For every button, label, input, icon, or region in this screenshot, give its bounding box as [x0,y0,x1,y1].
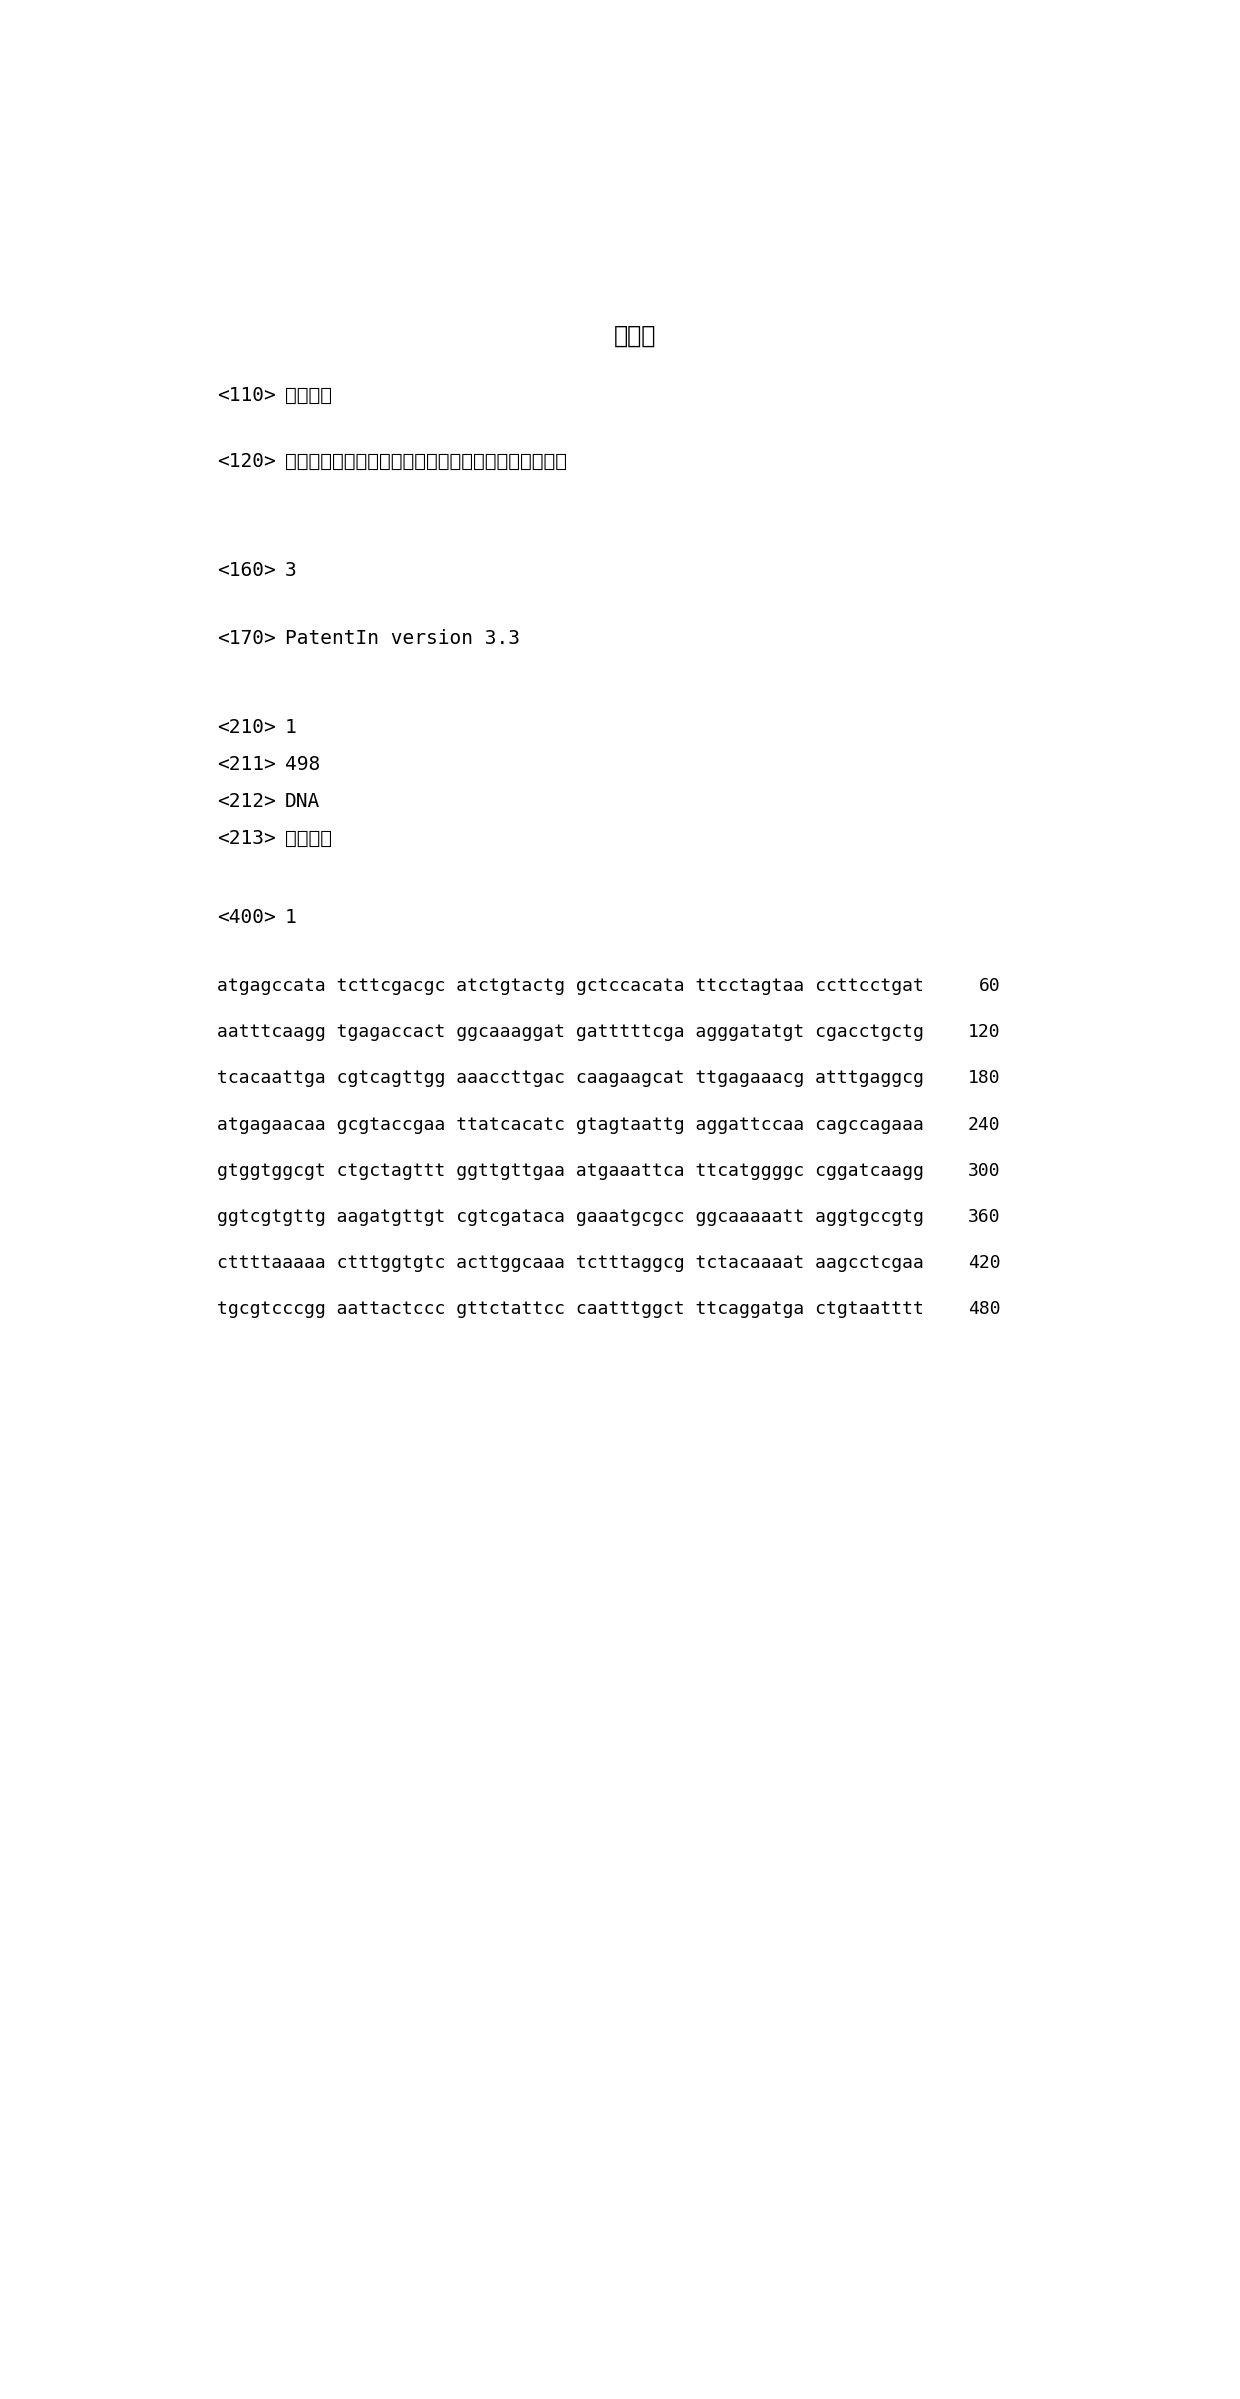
Text: <120>: <120> [217,451,277,470]
Text: 420: 420 [968,1255,1001,1271]
Text: <170>: <170> [217,629,277,648]
Text: ggtcgtgttg aagatgttgt cgtcgataca gaaatgcgcc ggcaaaaatt aggtgccgtg: ggtcgtgttg aagatgttgt cgtcgataca gaaatgc… [217,1209,924,1226]
Text: 360: 360 [968,1209,1001,1226]
Text: 一种积累乙酰氨基葡萄糖的重组枯草芽孢杆菌及其应用: 一种积累乙酰氨基葡萄糖的重组枯草芽孢杆菌及其应用 [285,451,567,470]
Text: 498: 498 [285,756,320,775]
Text: atgagccata tcttcgacgc atctgtactg gctccacata ttcctagtaa ccttcctgat: atgagccata tcttcgacgc atctgtactg gctccac… [217,976,924,996]
Text: 60: 60 [978,976,1001,996]
Text: aatttcaagg tgagaccact ggcaaaggat gatttttcga agggatatgt cgacctgctg: aatttcaagg tgagaccact ggcaaaggat gattttt… [217,1024,924,1041]
Text: 180: 180 [968,1070,1001,1087]
Text: tgcgtcccgg aattactccc gttctattcc caatttggct ttcaggatga ctgtaatttt: tgcgtcccgg aattactccc gttctattcc caatttg… [217,1300,924,1319]
Text: 240: 240 [968,1116,1001,1135]
Text: 序列表: 序列表 [614,324,657,348]
Text: <213>: <213> [217,830,277,847]
Text: 300: 300 [968,1161,1001,1180]
Text: tcacaattga cgtcagttgg aaaccttgac caagaagcat ttgagaaacg atttgaggcg: tcacaattga cgtcagttgg aaaccttgac caagaag… [217,1070,924,1087]
Text: 480: 480 [968,1300,1001,1319]
Text: 1: 1 [285,909,296,928]
Text: atgagaacaa gcgtaccgaa ttatcacatc gtagtaattg aggattccaa cagccagaaa: atgagaacaa gcgtaccgaa ttatcacatc gtagtaa… [217,1116,924,1135]
Text: cttttaaaaa ctttggtgtc acttggcaaa tctttaggcg tctacaaaat aagcctcgaa: cttttaaaaa ctttggtgtc acttggcaaa tctttag… [217,1255,924,1271]
Text: 1: 1 [285,717,296,736]
Text: DNA: DNA [285,792,320,811]
Text: <212>: <212> [217,792,277,811]
Text: 人工序列: 人工序列 [285,830,332,847]
Text: <211>: <211> [217,756,277,775]
Text: <110>: <110> [217,386,277,405]
Text: 江南大学: 江南大学 [285,386,332,405]
Text: 120: 120 [968,1024,1001,1041]
Text: PatentIn version 3.3: PatentIn version 3.3 [285,629,520,648]
Text: <400>: <400> [217,909,277,928]
Text: <210>: <210> [217,717,277,736]
Text: gtggtggcgt ctgctagttt ggttgttgaa atgaaattca ttcatggggc cggatcaagg: gtggtggcgt ctgctagttt ggttgttgaa atgaaat… [217,1161,924,1180]
Text: 3: 3 [285,561,296,581]
Text: <160>: <160> [217,561,277,581]
